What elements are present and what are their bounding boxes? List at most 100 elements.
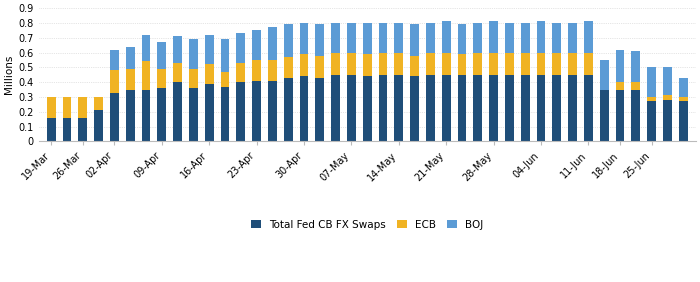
- Bar: [47, 97, 55, 118]
- Bar: [584, 21, 593, 52]
- Bar: [521, 75, 529, 141]
- Bar: [584, 75, 593, 141]
- Bar: [568, 23, 577, 52]
- Bar: [442, 21, 451, 52]
- Bar: [410, 76, 419, 141]
- Bar: [568, 75, 577, 141]
- Bar: [284, 25, 293, 57]
- Bar: [473, 52, 482, 75]
- Bar: [537, 21, 545, 52]
- Bar: [78, 118, 88, 141]
- Bar: [174, 36, 182, 63]
- Bar: [252, 81, 261, 141]
- Bar: [379, 23, 387, 52]
- Bar: [363, 76, 372, 141]
- Bar: [205, 35, 214, 64]
- Bar: [189, 88, 198, 141]
- Bar: [141, 90, 150, 141]
- Bar: [300, 23, 308, 54]
- Bar: [252, 60, 261, 81]
- Bar: [552, 23, 561, 52]
- Bar: [316, 25, 324, 56]
- Bar: [600, 60, 608, 90]
- Bar: [316, 78, 324, 141]
- Bar: [648, 97, 656, 102]
- Bar: [568, 52, 577, 75]
- Bar: [473, 23, 482, 52]
- Bar: [220, 72, 230, 87]
- Bar: [252, 30, 261, 60]
- Bar: [521, 23, 529, 52]
- Bar: [205, 84, 214, 141]
- Bar: [631, 82, 640, 90]
- Bar: [363, 23, 372, 54]
- Bar: [537, 75, 545, 141]
- Bar: [426, 23, 435, 52]
- Bar: [648, 67, 656, 97]
- Bar: [347, 23, 356, 52]
- Bar: [458, 25, 466, 54]
- Bar: [47, 118, 55, 141]
- Bar: [552, 75, 561, 141]
- Bar: [94, 97, 103, 110]
- Bar: [237, 33, 245, 63]
- Bar: [205, 64, 214, 84]
- Bar: [426, 75, 435, 141]
- Bar: [679, 102, 687, 141]
- Bar: [521, 52, 529, 75]
- Bar: [174, 63, 182, 82]
- Bar: [268, 27, 277, 60]
- Bar: [126, 47, 134, 69]
- Bar: [616, 50, 624, 82]
- Bar: [410, 56, 419, 76]
- Bar: [63, 97, 71, 118]
- Bar: [189, 39, 198, 69]
- Bar: [63, 118, 71, 141]
- Bar: [489, 75, 498, 141]
- Bar: [78, 97, 88, 118]
- Bar: [347, 75, 356, 141]
- Bar: [505, 75, 514, 141]
- Bar: [616, 82, 624, 90]
- Bar: [663, 96, 672, 100]
- Bar: [631, 90, 640, 141]
- Bar: [473, 75, 482, 141]
- Bar: [379, 52, 387, 75]
- Bar: [141, 35, 150, 61]
- Bar: [679, 78, 687, 97]
- Bar: [110, 92, 119, 141]
- Bar: [189, 69, 198, 88]
- Bar: [631, 51, 640, 82]
- Bar: [126, 69, 134, 90]
- Bar: [663, 67, 672, 96]
- Bar: [537, 52, 545, 75]
- Bar: [237, 82, 245, 141]
- Legend: Total Fed CB FX Swaps, ECB, BOJ: Total Fed CB FX Swaps, ECB, BOJ: [246, 216, 488, 234]
- Bar: [458, 54, 466, 75]
- Bar: [505, 23, 514, 52]
- Y-axis label: Millions: Millions: [4, 55, 14, 94]
- Bar: [300, 54, 308, 76]
- Bar: [616, 90, 624, 141]
- Bar: [220, 39, 230, 72]
- Bar: [489, 52, 498, 75]
- Bar: [458, 75, 466, 141]
- Bar: [158, 88, 166, 141]
- Bar: [442, 52, 451, 75]
- Bar: [284, 57, 293, 78]
- Bar: [489, 21, 498, 52]
- Bar: [363, 54, 372, 76]
- Bar: [158, 42, 166, 69]
- Bar: [174, 82, 182, 141]
- Bar: [268, 60, 277, 81]
- Bar: [600, 90, 608, 141]
- Bar: [331, 75, 340, 141]
- Bar: [284, 78, 293, 141]
- Bar: [379, 75, 387, 141]
- Bar: [347, 52, 356, 75]
- Bar: [410, 25, 419, 56]
- Bar: [300, 76, 308, 141]
- Bar: [237, 63, 245, 82]
- Bar: [158, 69, 166, 88]
- Bar: [679, 97, 687, 102]
